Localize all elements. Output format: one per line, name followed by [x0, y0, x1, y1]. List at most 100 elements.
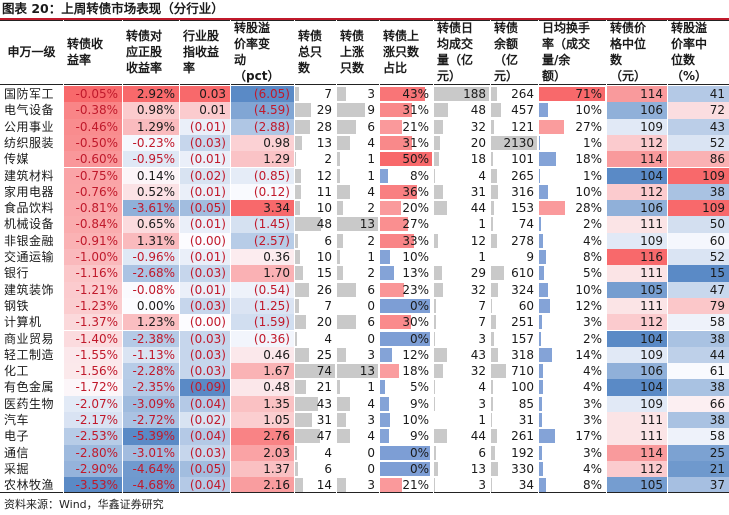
cell-stock-return: -3.01% [122, 444, 179, 461]
cell-bond-count: 10 [294, 200, 336, 216]
cell-premium-change: 1.05 [230, 412, 294, 429]
cell-bond-count: 6 [294, 233, 336, 249]
cell-text: 0.36 [263, 250, 290, 264]
cell-text: 0 [367, 445, 375, 460]
cell-text: 41 [709, 87, 725, 101]
cell-daily-volume: 12 [433, 233, 490, 249]
cell-text: 50 [709, 217, 725, 232]
cell-daily-volume: 32 [433, 119, 490, 135]
cell-bond-return: -2.80% [63, 444, 122, 461]
data-bar [539, 413, 542, 427]
data-bar [295, 250, 300, 264]
cell-price-median: 106 [606, 200, 667, 217]
cell-index-return: (0.04) [179, 395, 230, 412]
cell-up-ratio: 12% [379, 347, 433, 363]
cell-text: 316 [511, 184, 534, 199]
cell-index-return: (0.01) [179, 249, 230, 266]
cell-industry: 非银金融 [0, 233, 63, 249]
table-row: 轻工制造 -1.55% -1.13% (0.03) 0.46 25 3 12% 43 318 14%… [0, 346, 729, 364]
cell-text: 6 [367, 119, 375, 134]
cell-index-return: (0.01) [179, 216, 230, 233]
cell-text: 2.92% [136, 87, 175, 101]
cell-premium-change: 1.37 [230, 460, 294, 478]
cell-text: 27% [402, 217, 429, 232]
cell-text: 112 [640, 184, 663, 199]
data-bar [539, 380, 543, 395]
cell-premium-median: 52 [667, 249, 729, 266]
cell-text: -2.68% [132, 266, 175, 281]
data-bar [295, 380, 306, 395]
cell-text: 0.03 [199, 87, 226, 101]
cell-text: 0.52% [136, 184, 175, 199]
cell-text: 43% [402, 87, 429, 101]
cell-bond-count: 74 [294, 363, 336, 379]
cell-bond-count: 31 [294, 412, 336, 428]
cell-text: 112 [640, 315, 663, 330]
cell-up-count: 2 [336, 265, 379, 281]
header-label: 申万一级 [7, 45, 56, 59]
cell-text: 28 [316, 119, 332, 134]
cell-text: 11 [316, 184, 332, 199]
cell-balance: 457 [490, 102, 538, 118]
cell-text: -3.01% [132, 445, 175, 460]
table-row: 通信 -2.80% -3.01% (0.03) 2.03 4 0 0% 6 192 3% 114 25 [0, 444, 729, 461]
cell-price-median: 112 [606, 183, 667, 201]
cell-daily-volume: 20 [433, 135, 490, 151]
cell-stock-return: -2.28% [122, 363, 179, 380]
data-bar [434, 364, 443, 379]
cell-text: 5% [409, 380, 429, 395]
cell-bond-count: 28 [294, 119, 336, 135]
cell-premium-change: 0.46 [230, 346, 294, 364]
cell-stock-return: 1.29% [122, 118, 179, 135]
cell-text: 106 [640, 103, 663, 118]
data-bar [539, 87, 605, 101]
cell-bond-return: -0.38% [63, 102, 122, 119]
cell-industry: 交通运输 [0, 249, 63, 265]
cell-premium-median: 109 [667, 167, 729, 184]
cell-text: 100 [511, 380, 534, 395]
cell-text: 13 [359, 217, 375, 232]
cell-index-return: (0.03) [179, 330, 230, 347]
cell-text: (0.05) [189, 201, 226, 216]
header-bottom-rule [0, 84, 729, 86]
data-bar [380, 413, 390, 427]
cell-premium-change: 2.76 [230, 428, 294, 445]
cell-text: 38 [709, 184, 725, 199]
cell-price-median: 105 [606, 477, 667, 494]
data-bar [380, 87, 425, 101]
cell-text: 13 [359, 364, 375, 379]
data-bar [539, 347, 552, 362]
cell-premium-median: 86 [667, 151, 729, 168]
data-bar [337, 233, 343, 248]
data-bar [539, 364, 543, 379]
cell-text: 1% [582, 168, 602, 183]
cell-price-median: 116 [606, 249, 667, 266]
cell-industry: 医药生物 [0, 396, 63, 412]
cell-text: 2 [367, 233, 375, 248]
cell-text: 48 [470, 103, 486, 118]
cell-text: 264 [511, 87, 534, 101]
cell-text: 58 [709, 429, 725, 444]
cell-text: 4 [367, 429, 375, 444]
data-bar [295, 282, 309, 297]
cell-text: 农林牧渔 [4, 478, 55, 493]
cell-text: 18% [575, 152, 602, 167]
cell-text: (0.04) [189, 396, 226, 411]
data-bar [491, 461, 498, 476]
data-bar [539, 282, 548, 297]
cell-stock-return: -4.68% [122, 477, 179, 494]
cell-bond-return: -1.40% [63, 330, 122, 347]
cell-premium-change: (0.54) [230, 281, 294, 298]
cell-up-ratio: 20% [379, 200, 433, 216]
cell-text: 商业贸易 [4, 331, 55, 346]
data-bar [295, 347, 309, 362]
table-row: 建筑装饰 -1.21% -0.08% (0.01) (0.54) 26 6 23% 32 324 1… [0, 281, 729, 298]
cell-text: 47 [709, 282, 725, 297]
cell-text: 72 [709, 103, 725, 118]
column-gap [63, 20, 64, 493]
cell-turnover: 4% [538, 363, 606, 379]
cell-industry: 公用事业 [0, 119, 63, 135]
cell-text: 3 [367, 87, 375, 101]
cell-text: (0.03) [189, 445, 226, 460]
data-bar [295, 445, 297, 460]
